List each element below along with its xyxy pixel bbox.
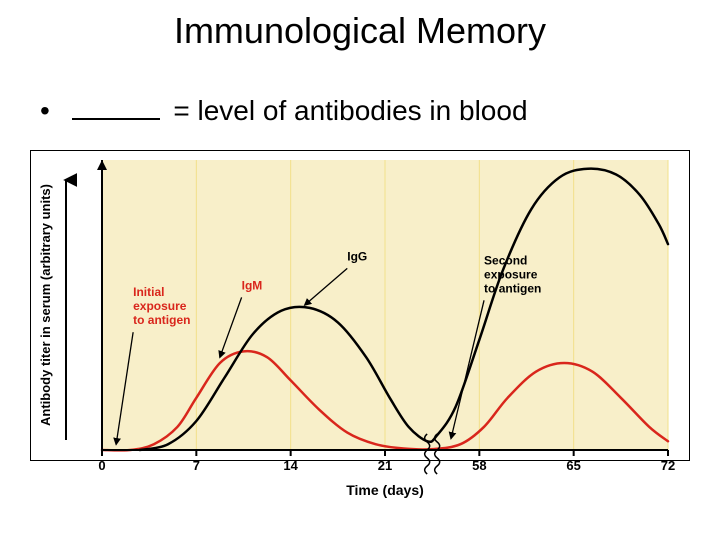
x-tick-label: 14 (283, 458, 298, 473)
fill-in-blank (72, 90, 160, 120)
chart-container: 0 7 14 21 58 65 72 Time (days) Antibody titer in… (30, 150, 690, 510)
x-axis-title: Time (days) (346, 482, 424, 498)
bullet-row: • = level of antibodies in blood (40, 90, 528, 127)
x-tick-label: 7 (193, 458, 200, 473)
annotation-label: IgG (347, 249, 367, 263)
x-tick-label: 0 (98, 458, 105, 473)
x-tick-label: 58 (472, 458, 486, 473)
slide: Immunological Memory • = level of antibo… (0, 0, 720, 540)
x-tick-label: 21 (378, 458, 392, 473)
annotation-label: IgM (242, 278, 263, 292)
antibody-titer-chart: 0 7 14 21 58 65 72 Time (days) Antibody titer in… (30, 150, 690, 510)
bullet-text: = level of antibodies in blood (173, 95, 527, 126)
slide-title: Immunological Memory (0, 10, 720, 52)
x-tick-label: 72 (661, 458, 675, 473)
x-tick-label: 65 (566, 458, 580, 473)
y-axis-title: Antibody titer in serum (arbitrary units… (38, 184, 53, 426)
bullet-marker: • (40, 95, 50, 127)
